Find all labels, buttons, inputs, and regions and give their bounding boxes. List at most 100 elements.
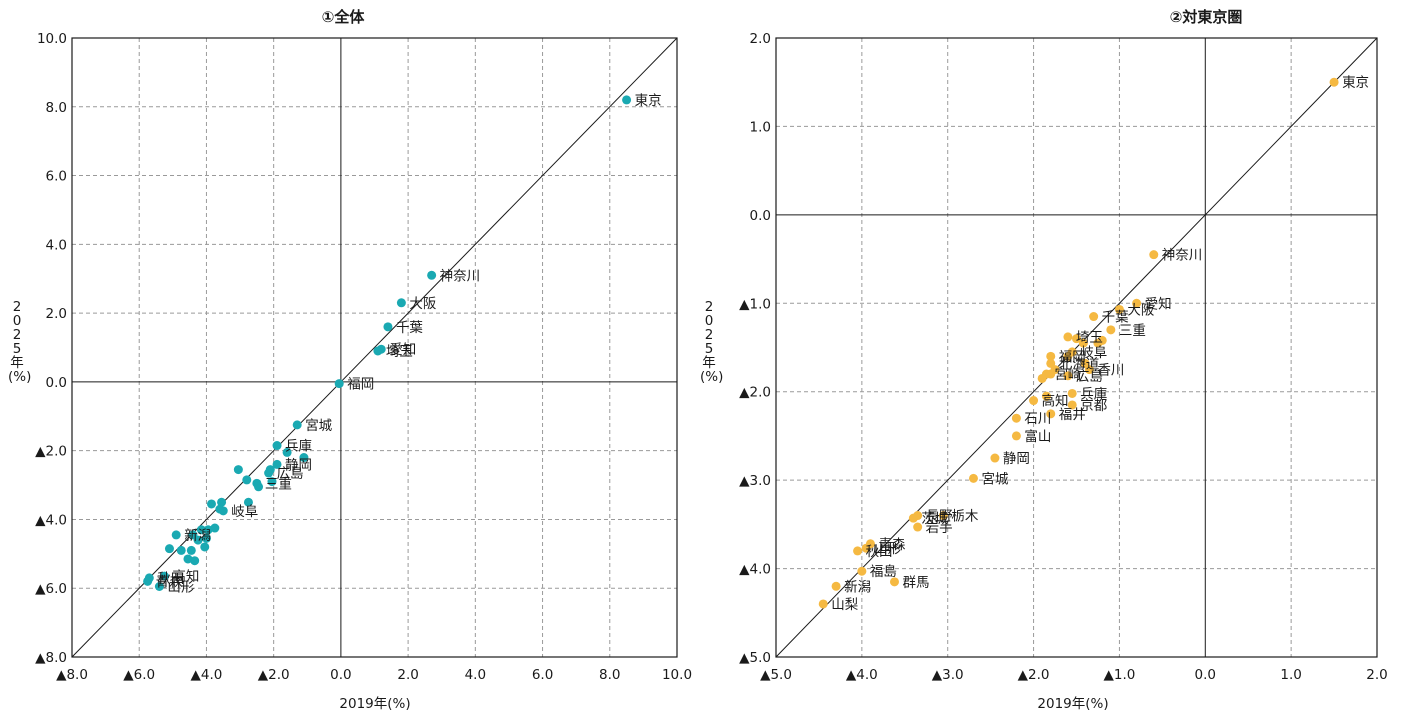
data-point (373, 346, 383, 356)
point-label: 埼玉 (1076, 330, 1103, 346)
point-label: 福井 (1059, 407, 1086, 423)
y-tick-label: 8.0 (46, 100, 67, 116)
y-tick-label: ▲5.0 (739, 650, 771, 666)
y-tick-label: 1.0 (750, 119, 771, 135)
x-axis-label: 2019年(%) (1037, 696, 1109, 712)
data-point (215, 504, 225, 514)
point-label: 大阪 (1127, 302, 1154, 318)
point-label: 群馬 (902, 575, 929, 591)
data-point (196, 525, 206, 535)
data-point (292, 420, 302, 430)
y-tick-label: ▲1.0 (739, 296, 771, 312)
point-label: 秋田 (157, 571, 184, 587)
x-tick-label: 4.0 (465, 667, 486, 683)
x-tick-label: ▲8.0 (56, 667, 88, 683)
data-point (272, 459, 282, 469)
x-tick-label: ▲2.0 (1018, 667, 1050, 683)
point-label: 福島 (870, 564, 897, 580)
point-label: 東京 (635, 93, 662, 109)
point-label: 香川 (1097, 363, 1124, 379)
y-tick-label: 2.0 (750, 31, 771, 47)
data-point (1106, 325, 1116, 335)
point-label: 三重 (265, 476, 292, 492)
data-point (908, 513, 918, 523)
x-tick-label: ▲3.0 (932, 667, 964, 683)
y-tick-label: 2.0 (46, 306, 67, 322)
point-label: 愛知 (389, 341, 416, 358)
data-point (264, 468, 274, 478)
plot-frame (775, 37, 1378, 658)
x-tick-label: 2.0 (397, 667, 418, 683)
y-tick-label: 6.0 (46, 169, 67, 185)
plot-frame (71, 37, 678, 658)
data-point (1063, 332, 1073, 342)
data-point (1037, 373, 1047, 383)
data-point (143, 576, 153, 586)
point-label: 静岡 (1003, 451, 1030, 467)
data-point (861, 543, 871, 553)
point-label: 宮城 (305, 418, 332, 434)
point-label: 福岡 (1059, 349, 1086, 365)
point-label: 広島 (1076, 369, 1103, 385)
point-label: 岩手 (926, 520, 953, 536)
y-tick-label: ▲2.0 (35, 444, 67, 460)
point-label: 山形 (167, 580, 194, 596)
y-tick-label: ▲2.0 (739, 385, 771, 401)
data-point (1114, 304, 1124, 314)
point-label: 長野 (926, 509, 953, 525)
point-label: 兵庫 (285, 439, 312, 455)
data-point (938, 511, 948, 521)
data-point (164, 544, 174, 554)
y-tick-label: 0.0 (750, 208, 771, 224)
data-point (1067, 400, 1077, 410)
point-label: 新潟 (184, 528, 211, 544)
data-point (853, 546, 863, 556)
point-label: 愛知 (1145, 295, 1172, 312)
data-point (1063, 351, 1073, 361)
data-point (990, 453, 1000, 463)
data-point (201, 533, 211, 543)
data-point (176, 545, 186, 555)
data-point (1089, 312, 1099, 322)
point-label: 神奈川 (1162, 248, 1203, 264)
x-tick-label: ▲5.0 (760, 667, 792, 683)
data-point (622, 95, 632, 105)
data-point (282, 447, 292, 457)
data-point (1011, 431, 1021, 441)
x-tick-label: ▲1.0 (1103, 667, 1135, 683)
x-tick-label: 6.0 (532, 667, 553, 683)
data-point (334, 379, 344, 389)
point-label: 栃木 (951, 509, 978, 525)
point-label: 青森 (156, 574, 183, 590)
data-point (857, 566, 867, 576)
data-point (1078, 338, 1088, 348)
x-tick-label: 0.0 (1195, 667, 1216, 683)
y-axis-label: 2 0 2 5 年 (%) (700, 299, 724, 385)
data-point (210, 523, 220, 533)
data-point (254, 482, 264, 492)
x-tick-label: ▲4.0 (191, 667, 223, 683)
data-point (1067, 388, 1077, 398)
y-tick-label: 10.0 (37, 31, 67, 47)
data-point (818, 599, 828, 609)
diagonal-line (775, 37, 1378, 658)
data-point (913, 522, 923, 532)
point-label: 大阪 (409, 296, 436, 312)
data-point (206, 499, 216, 509)
x-axis-label: 2019年(%) (339, 696, 411, 712)
data-point (1093, 338, 1103, 348)
data-point (1046, 409, 1056, 419)
data-point (233, 465, 243, 475)
point-label: 茨城 (921, 511, 948, 527)
chart-title: ②対東京圏 (1169, 8, 1243, 26)
data-point (159, 571, 169, 581)
point-label: 福岡 (347, 377, 374, 393)
point-label: 高知 (1042, 393, 1069, 410)
chart-panel-overall: ①全体 ▲8.0 ▲6.0 ▲4.0 ▲2.0 0.0 2.0 4.0 6.0 8.0 10.0 ▲… (0, 0, 700, 714)
chart-title: ①全体 (321, 8, 365, 26)
point-label: 高知 (172, 568, 199, 585)
chart-panel-vs-tokyo: ②対東京圏 ▲5.0 ▲4.0 ▲3.0 ▲2.0 ▲1.0 0.0 1.0 2.0 ▲5.0 ▲… (700, 0, 1405, 714)
data-point (1132, 298, 1142, 308)
y-tick-label: ▲3.0 (739, 473, 771, 489)
data-point (193, 535, 203, 545)
